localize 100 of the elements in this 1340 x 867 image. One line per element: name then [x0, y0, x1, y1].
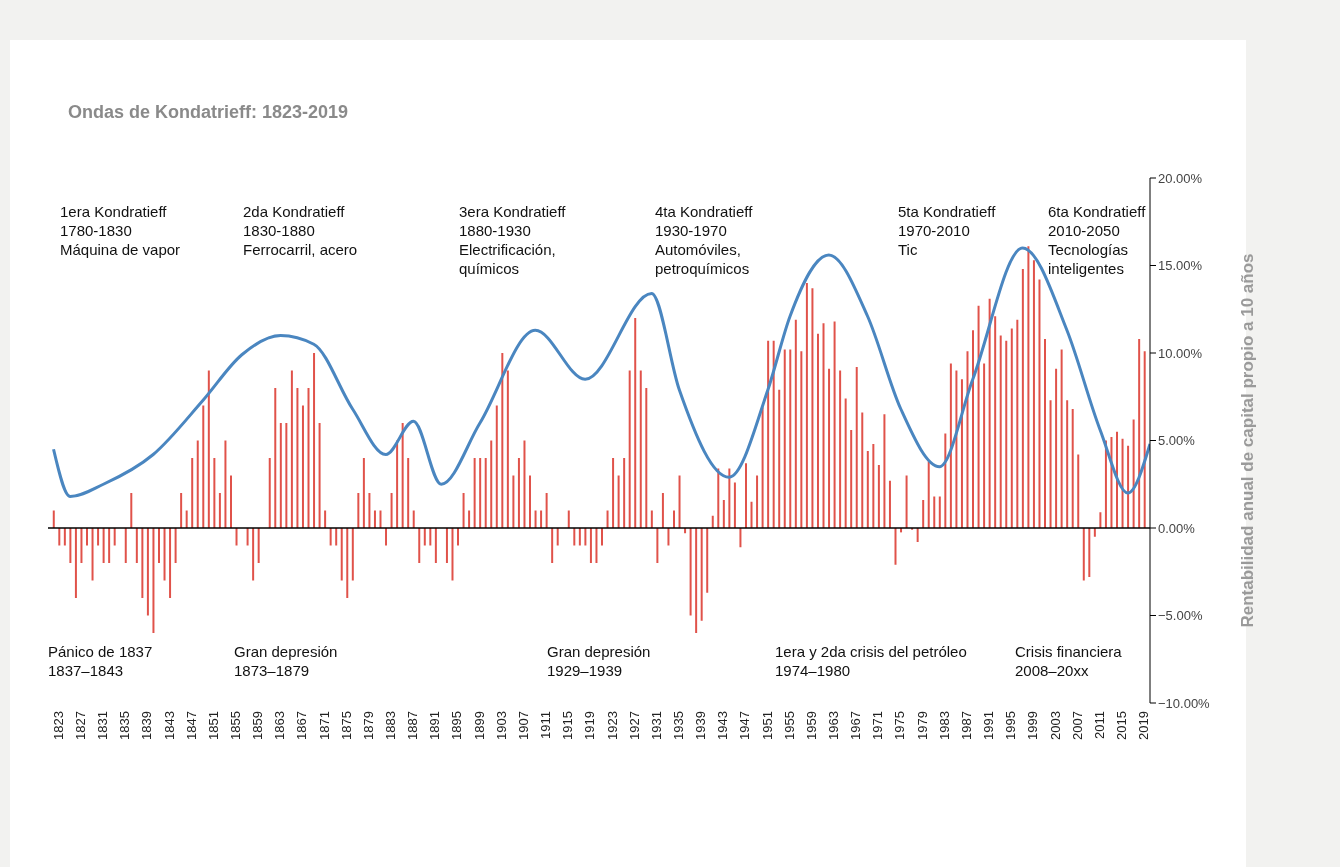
x-tick-label: 1931	[648, 711, 664, 740]
bar	[457, 528, 460, 546]
bar	[52, 510, 55, 528]
x-tick-label: 1895	[449, 711, 465, 740]
bar	[545, 493, 548, 528]
x-tick-label: 1855	[227, 711, 243, 740]
x-tick-label: 1871	[316, 711, 332, 740]
bar	[1088, 528, 1091, 577]
bar	[501, 353, 504, 528]
bar	[1132, 419, 1135, 528]
bar	[1055, 368, 1058, 528]
bar	[617, 475, 620, 528]
bar	[80, 528, 83, 563]
bar	[672, 510, 675, 528]
line-series	[52, 246, 1150, 498]
bar	[113, 528, 116, 546]
bar	[1027, 246, 1030, 528]
bar	[135, 528, 138, 563]
bar	[778, 389, 781, 528]
bar	[1060, 349, 1063, 528]
bar	[717, 468, 720, 528]
bar	[894, 528, 897, 565]
bar	[1121, 438, 1124, 528]
bar	[972, 330, 975, 528]
bar	[373, 510, 376, 528]
bar	[130, 493, 133, 528]
x-tick-label: 1859	[250, 711, 266, 740]
bar	[988, 298, 991, 528]
bar	[999, 335, 1002, 528]
bar	[556, 528, 559, 546]
bar	[1071, 409, 1074, 528]
bar	[578, 528, 581, 546]
bar	[324, 510, 327, 528]
bar	[490, 440, 493, 528]
bar	[623, 458, 626, 528]
x-tick-label: 1879	[360, 711, 376, 740]
bar	[1127, 445, 1130, 528]
bar	[124, 528, 127, 563]
bar	[850, 430, 853, 528]
bar	[252, 528, 255, 581]
bar	[794, 319, 797, 528]
bar	[268, 458, 271, 528]
bar	[828, 368, 831, 528]
x-tick-label: 1867	[294, 711, 310, 740]
y-tick-label: 20.00%	[1158, 170, 1203, 186]
y-tick-label: 5.00%	[1158, 433, 1196, 449]
chart-title: Ondas de Kondatrieff: 1823-2019	[68, 102, 349, 123]
bar	[678, 475, 681, 528]
bar	[833, 321, 836, 528]
bar	[955, 370, 958, 528]
bar	[601, 528, 603, 546]
bar	[772, 340, 775, 528]
bar	[423, 528, 426, 546]
y-tick-label: 15.00%	[1158, 258, 1203, 274]
bar	[296, 388, 299, 528]
bar	[689, 528, 692, 616]
x-tick-label: 1887	[405, 711, 421, 740]
x-tick-label: 1967	[848, 711, 864, 740]
bar	[523, 440, 526, 528]
bar	[307, 388, 310, 528]
bar	[335, 528, 338, 546]
bar	[362, 458, 365, 528]
x-tick-label: 1951	[759, 711, 775, 740]
bar	[462, 493, 465, 528]
bar	[506, 370, 509, 528]
bar	[883, 414, 886, 528]
bar	[1066, 400, 1069, 528]
bar	[744, 463, 747, 528]
bar	[905, 475, 908, 528]
bar	[517, 458, 520, 528]
x-tick-label: 2015	[1114, 711, 1129, 740]
bar	[839, 370, 842, 528]
bar	[1032, 260, 1035, 528]
bar	[756, 475, 759, 528]
bar	[412, 510, 415, 528]
bar	[822, 323, 825, 528]
bar	[612, 458, 615, 528]
x-tick-label: 1863	[272, 711, 288, 740]
bar	[495, 405, 498, 528]
y-tick-label: 10.00%	[1158, 345, 1203, 361]
x-tick-label: 2011	[1091, 711, 1107, 739]
y-tick-label: 0.00%	[1158, 520, 1196, 536]
annotation: Crisis financiera 2008–20xx	[1015, 642, 1122, 680]
bar	[346, 528, 349, 598]
bar	[916, 528, 919, 542]
bar	[589, 528, 592, 563]
x-tick-label: 1987	[958, 711, 974, 740]
bar	[573, 528, 576, 546]
bar	[1077, 454, 1080, 528]
bar	[1038, 279, 1041, 528]
bar	[313, 353, 316, 528]
bar	[529, 475, 532, 528]
bar	[108, 528, 111, 563]
bar	[1082, 528, 1085, 581]
annotation: 5ta Kondratieff 1970-2010 Tic	[898, 202, 996, 259]
x-tick-label: 1899	[471, 711, 487, 740]
x-tick-label: 1851	[205, 711, 221, 740]
x-tick-label: 1979	[914, 711, 930, 740]
bar	[888, 480, 891, 528]
bar	[163, 528, 166, 581]
